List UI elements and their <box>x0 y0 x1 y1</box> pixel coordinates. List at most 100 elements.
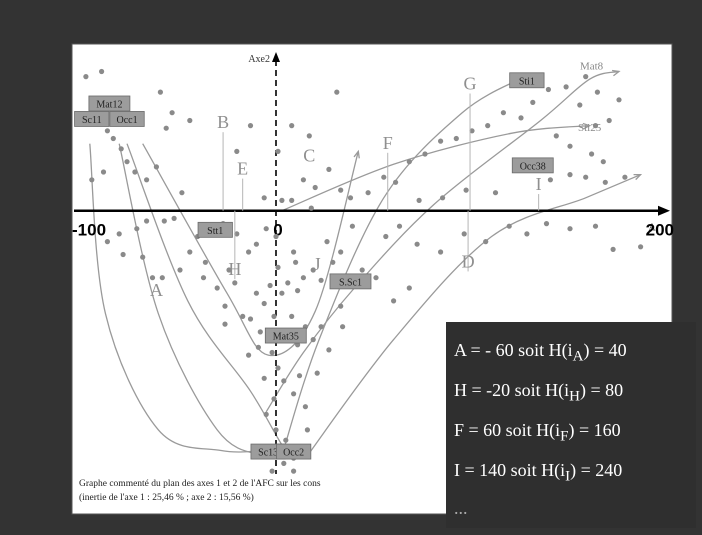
data-point <box>261 300 267 307</box>
data-point <box>610 246 616 252</box>
data-point <box>416 197 422 203</box>
annotation-letter: H <box>228 259 241 279</box>
data-point <box>202 259 208 265</box>
data-point <box>577 102 583 108</box>
point-label-tag <box>74 111 110 127</box>
data-point <box>594 89 601 95</box>
data-point <box>396 223 403 229</box>
annotation-letter: A <box>150 280 163 300</box>
point-label: Sti1 <box>519 76 535 87</box>
caption-line-1: Graphe commenté du plan des axes 1 et 2 … <box>79 479 321 489</box>
data-point <box>326 347 332 353</box>
curve-arrowhead <box>582 122 592 130</box>
data-point <box>261 195 267 201</box>
data-point <box>622 174 628 180</box>
data-point <box>483 239 489 245</box>
legend-suffix: ) = 240 <box>570 460 623 480</box>
data-point <box>318 324 324 330</box>
data-point <box>592 123 599 129</box>
annotation-letter: G <box>464 74 477 94</box>
data-point <box>279 290 285 296</box>
annotation-letter: J <box>314 254 321 274</box>
data-point <box>118 146 124 152</box>
point-label: Sti25 <box>578 122 602 134</box>
data-point <box>289 123 295 129</box>
point-label: S.Sc1 <box>339 277 362 288</box>
data-point <box>414 241 420 247</box>
data-point <box>334 89 340 95</box>
data-point <box>240 313 246 319</box>
annotation-letter: I <box>536 174 542 194</box>
data-point <box>589 151 595 157</box>
data-point <box>583 174 589 180</box>
data-point <box>110 135 116 142</box>
data-point <box>200 275 207 281</box>
annotation-letter: B <box>217 112 229 132</box>
data-point <box>247 123 254 129</box>
curve-arrowhead <box>611 69 621 77</box>
point-label-tag <box>109 111 145 127</box>
data-point <box>275 264 281 270</box>
point-label: Stt1 <box>207 226 223 237</box>
data-point <box>438 249 444 255</box>
data-point <box>116 231 122 237</box>
figure-caption: Graphe commenté du plan des axes 1 et 2 … <box>73 474 453 512</box>
data-point <box>263 226 269 232</box>
data-point <box>469 128 475 134</box>
data-point <box>567 143 573 149</box>
data-point <box>187 249 193 255</box>
data-point <box>312 184 318 191</box>
trajectory-curve <box>306 174 641 456</box>
data-point <box>547 177 554 183</box>
data-point <box>261 375 267 381</box>
data-point <box>120 251 126 258</box>
data-point <box>257 329 263 335</box>
data-point <box>140 254 146 260</box>
legend-line-i: I = 140 soit H(iI) = 240 <box>454 450 696 490</box>
caption-line-2: (inertie de l'axe 1 : 25,46 % ; axe 2 : … <box>79 493 254 503</box>
data-point <box>391 298 397 304</box>
data-point <box>318 277 324 283</box>
data-point <box>291 249 297 255</box>
data-point <box>289 313 295 319</box>
data-point <box>592 223 599 229</box>
x-tick-label: 200 <box>646 221 674 240</box>
curve-arrowhead <box>633 173 643 181</box>
x-axis-label: A <box>648 223 656 234</box>
data-point <box>518 115 524 121</box>
data-point <box>438 138 444 144</box>
legend-line-f: F = 60 soit H(iF) = 160 <box>454 410 696 450</box>
data-point <box>306 133 312 139</box>
y-axis-label: Axe2 <box>248 54 270 65</box>
legend-subscript: F <box>560 428 569 445</box>
data-point <box>406 285 412 291</box>
data-point <box>295 288 301 294</box>
data-point <box>177 267 183 273</box>
y-axis-arrow <box>272 52 280 62</box>
data-point <box>349 223 355 229</box>
data-point <box>453 135 459 142</box>
data-point <box>104 128 110 134</box>
data-point <box>149 275 156 281</box>
point-label: Occ2 <box>283 448 304 459</box>
point-label: Mat35 <box>273 332 299 343</box>
legend-line-h: H = -20 soit H(iH) = 80 <box>454 370 696 410</box>
data-point <box>330 259 336 265</box>
data-point <box>99 68 105 75</box>
point-label: Mat8 <box>580 60 604 72</box>
data-point <box>463 187 469 193</box>
data-point <box>271 313 277 319</box>
data-point <box>273 233 279 240</box>
legend-suffix: ) = 80 <box>580 380 624 400</box>
data-point <box>83 74 89 80</box>
data-point <box>273 427 279 433</box>
data-point <box>347 195 354 201</box>
data-point <box>300 275 306 281</box>
data-point <box>187 117 193 124</box>
legend-subscript: A <box>572 348 584 365</box>
data-point <box>524 231 530 237</box>
data-point <box>281 378 287 384</box>
data-point <box>153 164 159 170</box>
data-point <box>144 177 150 183</box>
